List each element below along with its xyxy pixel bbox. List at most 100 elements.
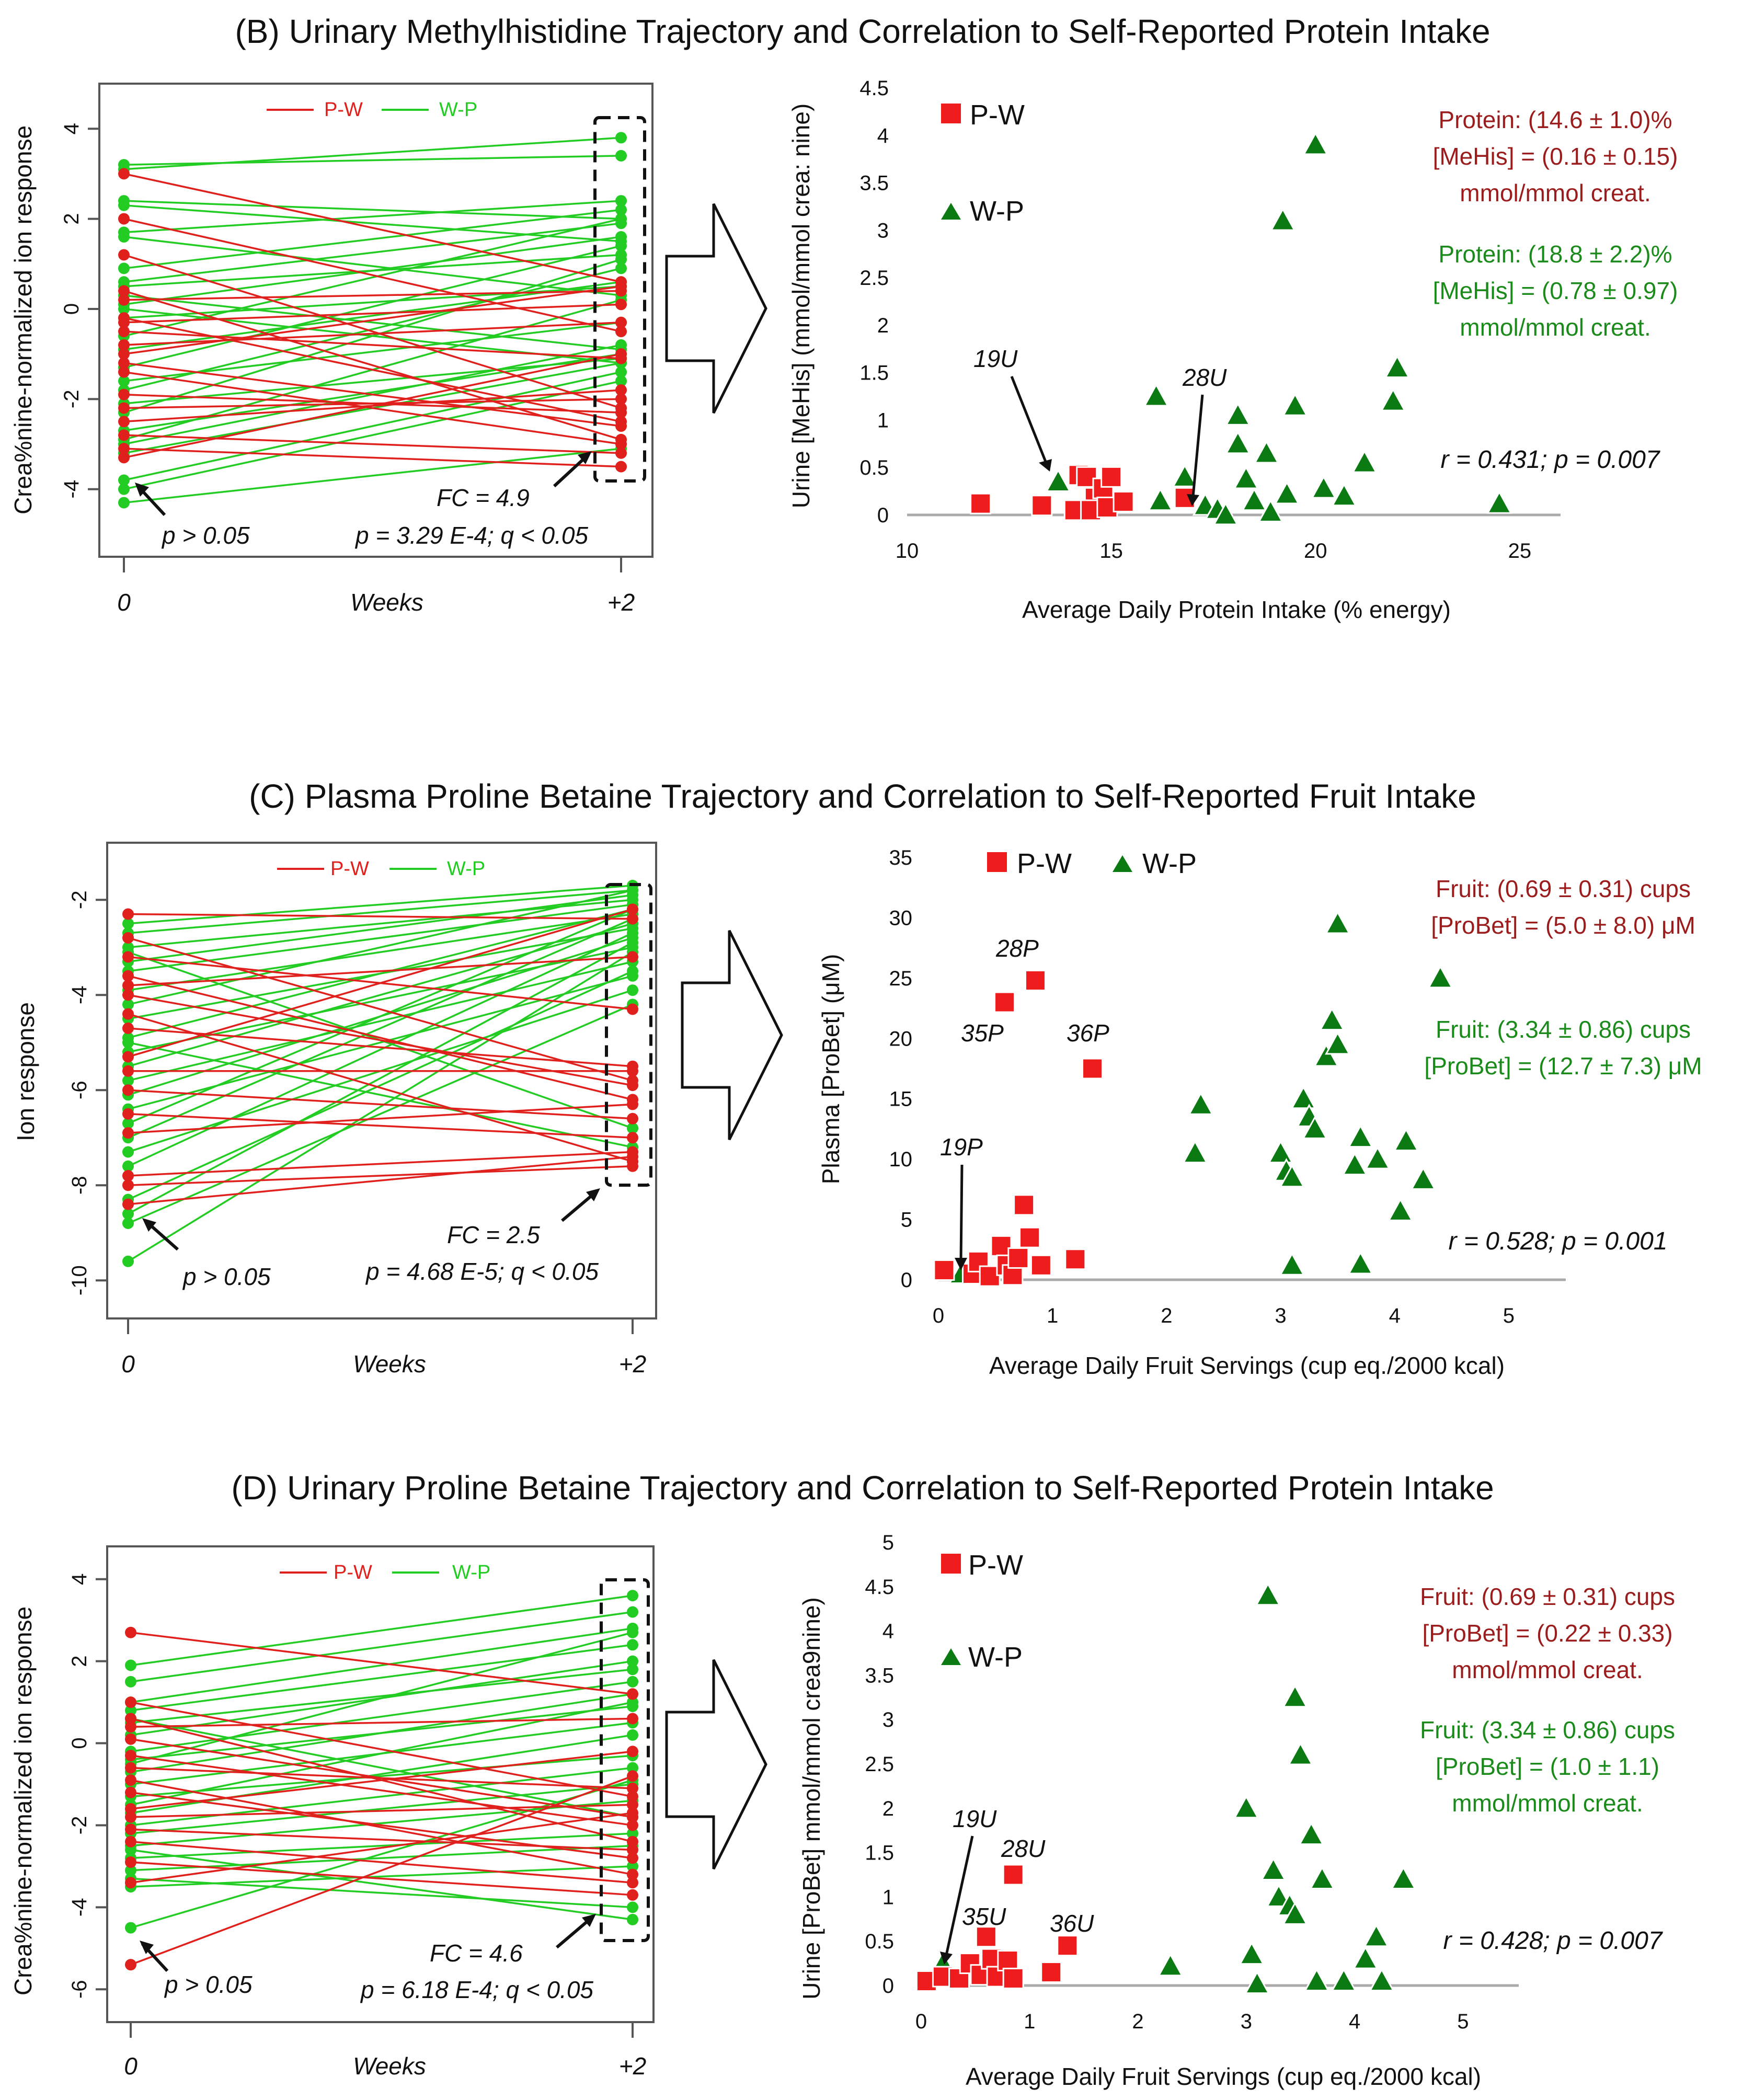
traj-dot-pw-end bbox=[627, 903, 638, 915]
panel-d-legend-pw: P-W bbox=[968, 1550, 1023, 1581]
scatter-ytick-label: 35 bbox=[889, 846, 913, 869]
traj-line-wp bbox=[123, 222, 622, 283]
traj-ytick-label: 2 bbox=[60, 213, 83, 224]
panel-b-highlight-box bbox=[593, 116, 646, 483]
traj-dot-pw-start bbox=[118, 249, 130, 261]
traj-ytick-label: 0 bbox=[68, 1737, 91, 1749]
traj-dot-pw-start bbox=[122, 1108, 134, 1120]
traj-dot-wp-start bbox=[125, 1864, 136, 1876]
traj-dot-wp-start bbox=[122, 1218, 134, 1229]
traj-dot-pw-end bbox=[627, 1782, 638, 1794]
traj-line-pw bbox=[128, 975, 633, 1101]
panel-c-traj-ylabel: Ion response bbox=[12, 1002, 39, 1141]
panel-c-ann-red-2: [ProBet] = (5.0 ± 8.0) μM bbox=[1431, 912, 1695, 939]
scatter-point-pw bbox=[1024, 969, 1046, 991]
panel-c-label-35p: 35P bbox=[961, 1019, 1004, 1047]
scatter-point-wp bbox=[1282, 1684, 1308, 1708]
traj-dot-pw-end bbox=[615, 461, 627, 473]
traj-line-wp bbox=[123, 136, 622, 170]
traj-dot-pw-start bbox=[125, 1774, 136, 1786]
traj-dot-pw-start bbox=[122, 932, 134, 944]
traj-line-pw bbox=[130, 1750, 633, 1810]
traj-dot-wp-start bbox=[118, 483, 130, 495]
panel-c-trajectory: -2 -4 -6 -8 -10 P-W W-P Ion response Weeks 0… bbox=[12, 842, 657, 1378]
scatter-point-wp bbox=[1302, 131, 1328, 155]
traj-dot-wp-end bbox=[615, 204, 627, 216]
scatter-ytick-label: 1.5 bbox=[859, 362, 889, 385]
panel-b-ann-red-3: mmol/mmol creat. bbox=[1460, 179, 1650, 206]
panel-c-arrow-19p bbox=[959, 1164, 964, 1261]
traj-line-pw bbox=[123, 371, 622, 445]
traj-line-wp bbox=[128, 923, 633, 1068]
panel-d-label-28u: 28U bbox=[1001, 1835, 1046, 1862]
traj-dot-wp-end bbox=[627, 1639, 638, 1651]
traj-line-pw bbox=[123, 353, 622, 459]
scatter-point-wp bbox=[1182, 1140, 1208, 1164]
traj-dot-wp-start bbox=[118, 303, 130, 315]
traj-dot-wp-end bbox=[627, 1762, 638, 1774]
scatter-point-wp bbox=[1304, 1968, 1330, 1992]
scatter-xtick-label: 0 bbox=[915, 2010, 927, 2033]
scatter-point-wp bbox=[1313, 1043, 1339, 1067]
scatter-point-wp bbox=[1239, 1941, 1265, 1965]
panel-d-ann-red-1: Fruit: (0.69 ± 0.31) cups bbox=[1420, 1583, 1675, 1610]
traj-dot-pw-start bbox=[122, 980, 134, 991]
traj-dot-wp-end bbox=[627, 1606, 638, 1618]
traj-dot-wp-end bbox=[627, 1729, 638, 1741]
scatter-xtick-label: 15 bbox=[1099, 540, 1123, 563]
traj-line-wp bbox=[128, 908, 633, 1039]
scatter-point-pw bbox=[1013, 1194, 1035, 1216]
panel-d-ann-green-1: Fruit: (3.34 ± 0.86) cups bbox=[1420, 1716, 1675, 1743]
panel-c-arrowhead-right bbox=[586, 1188, 600, 1201]
traj-line-pw bbox=[130, 1701, 633, 1798]
panel-d-traj-xtick-2: +2 bbox=[619, 2052, 646, 2080]
panel-b-legend-pw: P-W bbox=[970, 99, 1025, 131]
traj-dot-pw-start bbox=[125, 1877, 136, 1889]
traj-dot-pw-end bbox=[615, 299, 627, 311]
traj-line-wp bbox=[130, 1627, 633, 1703]
traj-line-pw bbox=[123, 254, 622, 409]
traj-dot-pw-start bbox=[118, 357, 130, 369]
scatter-point-wp bbox=[1279, 1164, 1305, 1188]
traj-dot-pw-end bbox=[615, 348, 627, 360]
traj-dot-pw-end bbox=[627, 1746, 638, 1758]
panel-c-arrowhead-19p bbox=[955, 1258, 967, 1270]
traj-dot-pw-end bbox=[627, 1791, 638, 1803]
scatter-xtick-label: 20 bbox=[1304, 540, 1327, 563]
traj-dot-pw-end bbox=[615, 326, 627, 338]
panel-d-traj-ylabel: Crea%nine-normalized ion response bbox=[9, 1606, 37, 1995]
traj-line-pw bbox=[130, 1828, 633, 1851]
traj-dot-wp-start bbox=[122, 1037, 134, 1049]
panel-c-traj-legend: P-W W-P bbox=[277, 858, 485, 880]
traj-dot-wp-end bbox=[627, 1590, 638, 1602]
scatter-ytick-label: 4 bbox=[882, 1620, 894, 1643]
traj-line-wp bbox=[128, 975, 633, 1110]
legend-label-pw: P-W bbox=[334, 1562, 372, 1583]
traj-dot-pw-end bbox=[627, 1799, 638, 1811]
scatter-xtick-label: 0 bbox=[933, 1304, 944, 1327]
traj-dot-pw-end bbox=[627, 1132, 638, 1144]
traj-dot-pw-end bbox=[627, 1713, 638, 1725]
traj-line-wp bbox=[128, 942, 633, 1215]
traj-line-wp bbox=[128, 889, 633, 934]
panel-b-ann-green-3: mmol/mmol creat. bbox=[1460, 314, 1650, 341]
traj-ytick-label: 0 bbox=[60, 303, 83, 315]
panel-c-legend-wp-marker bbox=[1113, 855, 1132, 872]
scatter-ytick-label: 2.5 bbox=[859, 267, 889, 290]
scatter-point-pw bbox=[1030, 1254, 1052, 1276]
scatter-point-wp bbox=[1260, 1857, 1287, 1881]
scatter-point-pw bbox=[1040, 1961, 1062, 1983]
panel-b-big-arrow bbox=[665, 203, 767, 414]
panel-b-arrowhead-19u bbox=[1039, 459, 1052, 472]
traj-line-pw bbox=[123, 290, 622, 441]
panel-c-label-28p: 28P bbox=[995, 935, 1039, 962]
panel-b-traj-frame bbox=[98, 83, 654, 558]
scatter-point-wp bbox=[1369, 1968, 1395, 1992]
traj-line-wp bbox=[128, 908, 633, 1124]
traj-ytick-label: -2 bbox=[68, 890, 91, 909]
panel-d-arrow-right bbox=[556, 1916, 593, 1949]
scatter-point-wp bbox=[1225, 402, 1251, 426]
scatter-ytick-label: 10 bbox=[889, 1148, 913, 1171]
traj-dot-wp-end bbox=[627, 1676, 638, 1688]
scatter-xtick-label: 5 bbox=[1503, 1304, 1515, 1327]
